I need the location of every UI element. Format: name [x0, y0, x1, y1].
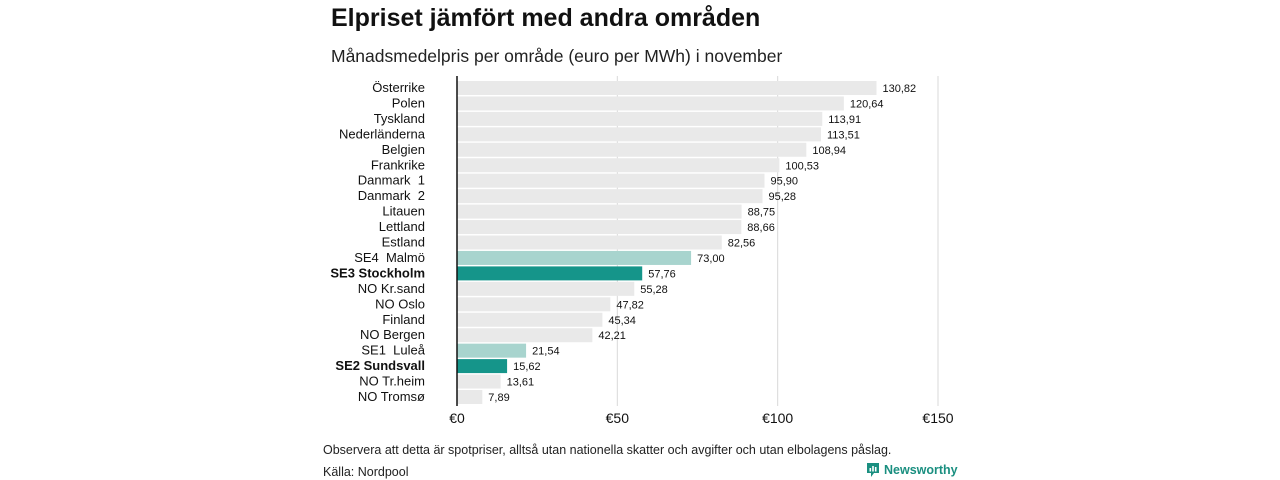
chart-subtitle: Månadsmedelpris per område (euro per MWh…: [331, 46, 783, 66]
category-label: Belgien: [382, 142, 425, 157]
category-label: Tyskland: [374, 111, 425, 126]
bar: [457, 328, 593, 343]
value-label: 42,21: [598, 330, 626, 342]
category-label: SE3 Stockholm: [330, 265, 425, 280]
bar: [457, 81, 877, 95]
bar: [457, 111, 823, 126]
bar: [457, 127, 821, 142]
value-label: 57,76: [648, 268, 676, 280]
value-label: 95,28: [769, 191, 797, 203]
chart-title: Elpriset jämfört med andra områden: [331, 4, 761, 32]
category-label: Danmark 2: [358, 188, 425, 203]
value-label: 130,82: [882, 83, 916, 95]
bar: [457, 220, 742, 235]
source-note: Källa: Nordpool: [323, 465, 409, 479]
bar: [457, 374, 501, 389]
category-label: Frankrike: [371, 157, 425, 172]
value-label: 95,90: [771, 176, 799, 188]
bar: [457, 281, 635, 296]
x-axis-ticks: €0 €50 €100 €150: [449, 410, 954, 426]
value-label: 45,34: [608, 315, 636, 327]
value-label: 55,28: [640, 284, 668, 296]
value-label: 13,61: [507, 377, 535, 389]
x-tick-label: €150: [922, 410, 953, 426]
bar: [457, 359, 508, 374]
brand-logo: Newsworthy: [866, 462, 958, 478]
bar: [457, 266, 643, 281]
value-label: 113,91: [828, 114, 861, 126]
bar: [457, 204, 742, 219]
category-label: SE1 Luleå: [361, 343, 425, 358]
value-label: 47,82: [616, 299, 644, 311]
x-tick-label: €50: [606, 410, 630, 426]
bar: [457, 158, 780, 173]
value-label: 21,54: [532, 346, 560, 358]
category-label: Finland: [382, 312, 425, 327]
value-label: 82,56: [728, 238, 756, 250]
brand-name: Newsworthy: [884, 463, 958, 477]
category-label: NO Oslo: [375, 296, 425, 311]
category-label: NO Tromsø: [358, 389, 425, 404]
bar: [457, 96, 844, 111]
bar: [457, 250, 692, 265]
category-label: NO Kr.sand: [358, 281, 425, 296]
value-label: 88,66: [747, 222, 775, 234]
category-label: Lettland: [379, 219, 425, 234]
value-label: 88,75: [748, 207, 776, 219]
newsworthy-logo-icon: [867, 463, 879, 477]
bar: [457, 343, 527, 358]
bar: [457, 297, 611, 312]
value-label: 15,62: [513, 361, 541, 373]
value-label: 113,51: [827, 129, 860, 141]
category-label: Polen: [392, 95, 425, 110]
bar: [457, 235, 722, 250]
category-label: SE4 Malmö: [354, 250, 425, 265]
value-label: 108,94: [812, 145, 846, 157]
bar: [457, 390, 483, 404]
value-label: 100,53: [785, 160, 819, 172]
category-labels: ÖsterrikePolenTysklandNederländernaBelgi…: [330, 80, 425, 404]
bar: [457, 173, 765, 188]
bar: [457, 142, 807, 157]
category-label: Litauen: [382, 204, 425, 219]
category-label: Österrike: [372, 80, 425, 95]
bars: [457, 81, 877, 404]
value-label: 7,89: [488, 392, 509, 404]
value-label: 120,64: [850, 98, 884, 110]
bar: [457, 312, 603, 327]
x-tick-label: €0: [449, 410, 465, 426]
value-labels: 130,82 120,64 113,91 113,51 108,94 100,53 95,9…: [488, 83, 916, 404]
bar-chart: ÖsterrikePolenTysklandNederländernaBelgi…: [330, 76, 954, 426]
x-tick-label: €100: [762, 410, 793, 426]
category-label: NO Tr.heim: [359, 374, 425, 389]
category-label: Nederländerna: [339, 126, 426, 141]
category-label: Estland: [382, 235, 425, 250]
category-label: NO Bergen: [360, 327, 425, 342]
footnote: Observera att detta är spotpriser, allts…: [323, 443, 892, 457]
value-label: 73,00: [697, 253, 725, 265]
bar: [457, 189, 763, 204]
category-label: SE2 Sundsvall: [335, 358, 425, 373]
category-label: Danmark 1: [358, 173, 425, 188]
